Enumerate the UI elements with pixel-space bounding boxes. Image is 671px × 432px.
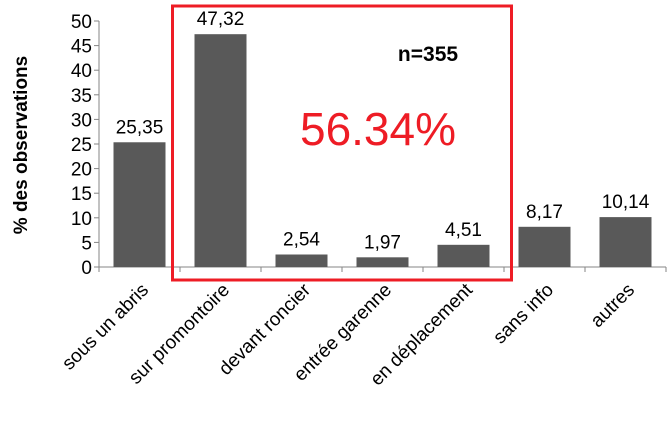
y-tick-label: 40: [71, 61, 92, 82]
y-axis: 0 5 10 15 20 25 30 35 40 45 50: [71, 12, 100, 279]
data-label: 47,32: [197, 9, 245, 30]
highlight-box: [171, 4, 513, 282]
bar: [194, 34, 247, 267]
y-tick-label: 45: [71, 37, 92, 58]
data-label: 1,97: [364, 232, 401, 253]
data-label: 10,14: [602, 192, 650, 213]
bars: [113, 34, 652, 267]
y-tick-label: 50: [71, 12, 92, 33]
bar: [518, 226, 571, 267]
y-tick-label: 5: [81, 233, 92, 254]
data-label: 8,17: [526, 202, 563, 223]
y-tick-label: 20: [71, 160, 92, 181]
data-labels: 25,35 47,32 2,54 1,97 4,51 8,17 10,14: [116, 9, 650, 253]
category-label: sans info: [489, 280, 558, 349]
data-label: 4,51: [445, 220, 482, 241]
y-tick-label: 15: [71, 184, 92, 205]
data-label: 25,35: [116, 117, 164, 138]
y-axis-title: % des observations: [11, 56, 32, 234]
bar: [437, 244, 490, 267]
y-tick-label: 25: [71, 135, 92, 156]
bar: [599, 217, 652, 267]
category-label: autres: [587, 280, 639, 332]
highlight-percent-annotation: 56.34%: [300, 103, 456, 155]
y-tick-label: 0: [81, 258, 92, 279]
x-axis: [98, 266, 667, 272]
data-label: 2,54: [283, 230, 320, 251]
y-tick-label: 30: [71, 110, 92, 131]
bar: [113, 142, 166, 267]
y-tick-label: 35: [71, 86, 92, 107]
sample-size-annotation: n=355: [398, 43, 458, 66]
y-tick-label: 10: [71, 209, 92, 230]
bar: [356, 257, 409, 267]
bar: [275, 254, 328, 267]
